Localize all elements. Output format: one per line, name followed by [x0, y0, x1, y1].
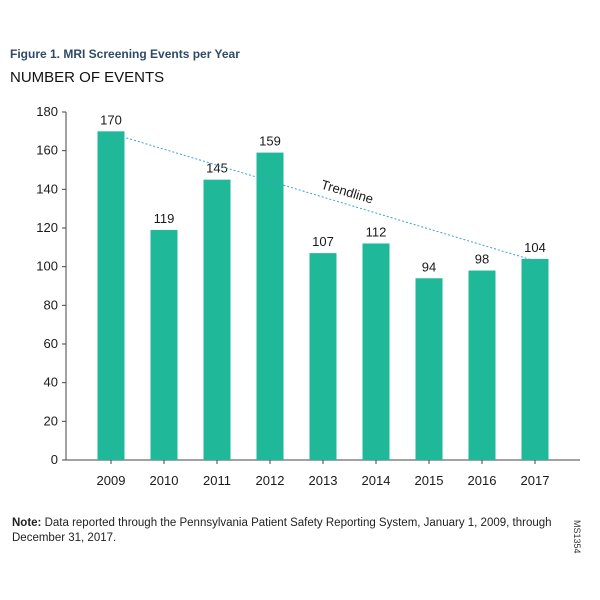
figure-code: MS1354	[572, 520, 582, 554]
bar-2010	[150, 229, 178, 460]
x-tick-label: 2010	[150, 473, 179, 488]
x-tick-label: 2015	[415, 473, 444, 488]
bar-2011	[203, 179, 231, 460]
y-tick-label: 20	[44, 413, 58, 428]
figure-title: Figure 1. MRI Screening Events per Year	[10, 47, 240, 61]
note-text: Data reported through the Pennsylvania P…	[12, 517, 552, 544]
bar-value-label: 159	[259, 134, 281, 149]
y-axis-title: NUMBER OF EVENTS	[10, 69, 165, 86]
bar-value-label: 119	[154, 211, 175, 226]
bar-value-label: 104	[524, 240, 546, 255]
bar-2016	[468, 270, 496, 460]
y-tick-label: 120	[36, 220, 58, 235]
x-tick-label: 2013	[309, 473, 338, 488]
trendline-label: Trendline	[319, 177, 375, 207]
bar-value-label: 145	[206, 161, 228, 176]
y-tick-label: 0	[51, 452, 58, 467]
y-tick-label: 60	[44, 336, 58, 351]
x-tick-label: 2017	[521, 473, 550, 488]
bar-2015	[415, 278, 443, 460]
x-tick-label: 2016	[468, 473, 497, 488]
note-label: Note:	[12, 517, 42, 529]
y-tick-label: 160	[36, 143, 58, 158]
x-tick-label: 2011	[203, 473, 231, 488]
y-tick-label: 100	[36, 259, 58, 274]
trendline	[110, 132, 536, 262]
y-tick-label: 40	[44, 375, 58, 390]
x-tick-label: 2009	[97, 473, 126, 488]
bar-2014	[362, 243, 390, 460]
x-tick-label: 2012	[256, 473, 285, 488]
x-tick-label: 2014	[362, 473, 391, 488]
bar-2013	[309, 253, 337, 460]
y-tick-label: 140	[36, 181, 58, 196]
y-tick-label: 180	[36, 104, 58, 119]
bar-value-label: 98	[475, 252, 489, 267]
bar-2009	[97, 131, 125, 461]
bar-value-label: 170	[100, 112, 122, 127]
footnote: Note: Data reported through the Pennsylv…	[12, 516, 552, 546]
bar-2012	[256, 152, 284, 460]
bar-value-label: 107	[312, 234, 334, 249]
y-tick-label: 80	[44, 297, 58, 312]
bar-value-label: 112	[366, 224, 387, 239]
bar-2017	[521, 258, 549, 460]
bar-value-label: 94	[422, 259, 436, 274]
